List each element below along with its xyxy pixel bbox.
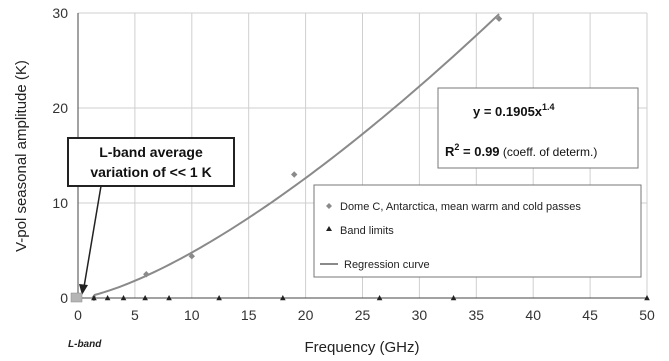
- legend-marker-band-limits: [326, 226, 332, 231]
- equation-box: y = 0.1905x1.4 R2 = 0.99 (coeff. of dete…: [437, 87, 639, 169]
- data-point-band-limit: [142, 295, 148, 301]
- x-tick-label: 35: [469, 307, 485, 323]
- r-squared-symbol: R: [445, 144, 455, 159]
- x-tick-label: 10: [184, 307, 200, 323]
- legend-frame: [313, 184, 642, 278]
- r-squared-note: (coeff. of determ.): [500, 145, 598, 159]
- equation-exponent: 1.4: [542, 102, 555, 112]
- equation-box-frame: [437, 87, 639, 169]
- data-point-dome-c: [291, 171, 298, 178]
- data-point-band-limit: [644, 295, 650, 301]
- x-tick-label: 40: [525, 307, 541, 323]
- data-point-band-limit: [166, 295, 172, 301]
- data-point-band-limit: [120, 295, 127, 301]
- regression-curve: [93, 13, 500, 297]
- data-point-dome-c: [495, 15, 503, 22]
- data-point-band-limit: [280, 295, 286, 301]
- y-tick-label: 0: [60, 290, 68, 306]
- y-tick-labels: 0 10 20 30: [52, 5, 68, 306]
- data-point-dome-c: [188, 253, 195, 260]
- data-point-band-limit: [450, 295, 457, 301]
- legend-marker-dome-c: [326, 203, 332, 209]
- x-tick-label: 5: [131, 307, 139, 323]
- r-squared-value: = 0.99: [459, 144, 499, 159]
- lband-callout-arrow-line: [83, 185, 102, 288]
- dome-c-points: [90, 15, 503, 302]
- x-tick-label: 30: [412, 307, 428, 323]
- data-point-band-limit: [376, 295, 383, 301]
- x-tick-label: 25: [355, 307, 371, 323]
- r-squared-text: R2 = 0.99 (coeff. of determ.): [445, 142, 597, 159]
- x-axis-title: Frequency (GHz): [304, 339, 419, 356]
- y-tick-label: 10: [52, 195, 68, 211]
- x-tick-labels: 0 5 10 15 20 25 30 35 40 45 50: [74, 307, 655, 323]
- lband-callout-frame: [67, 137, 235, 187]
- equation-text: y = 0.1905x1.4: [473, 102, 555, 119]
- x-tick-label: 0: [74, 307, 82, 323]
- lband-callout-arrowhead: [79, 284, 88, 295]
- x-tick-label: 15: [241, 307, 257, 323]
- x-tick-label: 20: [298, 307, 314, 323]
- legend-label-dome-c: Dome C, Antarctica, mean warm and cold p…: [340, 201, 581, 213]
- lband-callout-line-1: L-band average: [99, 144, 203, 160]
- lband-marker: [70, 292, 83, 303]
- x-tick-label: 45: [582, 307, 598, 323]
- y-tick-label: 20: [52, 100, 68, 116]
- legend-label-regression: Regression curve: [344, 259, 430, 271]
- y-tick-label: 30: [52, 5, 68, 21]
- x-tick-label: 50: [639, 307, 655, 323]
- legend: Dome C, Antarctica, mean warm and cold p…: [313, 184, 642, 278]
- data-point-dome-c: [143, 271, 150, 278]
- equation-lhs: y = 0.1905x: [473, 104, 543, 119]
- r-squared-exponent: 2: [454, 142, 459, 152]
- data-point-band-limit: [91, 295, 97, 301]
- lband-callout-line-2: variation of << 1 K: [90, 164, 211, 180]
- data-point-band-limit: [104, 295, 111, 301]
- y-axis-title: V-pol seasonal amplitude (K): [13, 60, 30, 252]
- lband-callout: L-band average variation of << 1 K: [67, 137, 235, 295]
- lband-label: L-band: [68, 339, 102, 350]
- band-limit-points: [91, 295, 650, 301]
- legend-label-band-limits: Band limits: [340, 225, 394, 237]
- data-point-band-limit: [216, 295, 222, 301]
